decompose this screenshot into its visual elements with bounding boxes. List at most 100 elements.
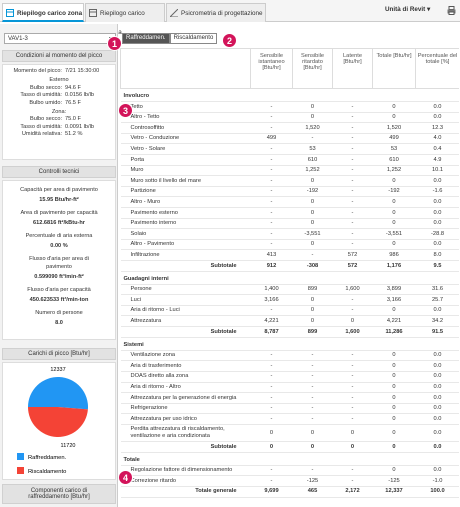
cell: 0 (332, 315, 373, 328)
cell: - (332, 101, 373, 113)
cell: - (332, 392, 373, 404)
data-row: Aria di ritorno - Altro - - -0 0.0 (120, 382, 459, 394)
cell: 0.0 (415, 360, 459, 372)
data-row: Altro - Pavimento -0-0 0.0 (120, 239, 459, 251)
pie-slice (28, 377, 89, 410)
cell: - (250, 112, 293, 124)
cell: 0 (292, 207, 333, 219)
cell: 0.0 (415, 403, 459, 415)
cell: - (332, 465, 373, 477)
tech-label: Percentuale di aria esterna (25, 233, 93, 239)
toggle-button[interactable]: Raffreddamen. (122, 33, 170, 44)
row-label: DOAS diretto alla zona (120, 371, 251, 383)
cell: 11,286 (372, 326, 416, 338)
tab-label: Psicrometria di progettazione (181, 10, 263, 17)
section-header: Condizioni al momento del picco (2, 50, 116, 62)
tab[interactable]: Riepilogo carico zona (2, 3, 84, 22)
cell: 0 (372, 424, 416, 443)
print-icon[interactable] (447, 6, 456, 15)
cell: - (332, 239, 373, 251)
tech-value: 612.6816 ft²/kBtu-hr (33, 220, 85, 226)
group-row: Involucro (120, 88, 459, 103)
cell: 25.7 (415, 294, 459, 306)
cell: 0.4 (415, 143, 459, 156)
cell: 34.2 (415, 315, 459, 328)
cell: - (250, 228, 293, 240)
row-label: Vetro - Conduzione (120, 133, 251, 145)
tab-icon (170, 9, 178, 17)
condition-row: Bulbo secco: 94.6 F (3, 85, 115, 92)
section-header: Carichi di picco [Btu/hr] (2, 348, 116, 360)
cell: 4,221 (372, 315, 416, 328)
cell: - (292, 360, 333, 372)
cell: 1,520 (372, 122, 416, 134)
tech-value: 0.599090 ft³/min-ft² (34, 274, 84, 280)
cell: 0 (250, 424, 293, 443)
tech-item: Flusso d'aria per area di pavimento 0.599… (19, 255, 99, 281)
cell: - (332, 305, 373, 317)
cell: - (250, 465, 293, 477)
cell: -308 (292, 260, 333, 272)
subtotal-row: Subtotale 0 0 0 0 0.0 (120, 441, 459, 453)
cell: - (332, 294, 373, 306)
cell: 0.0 (415, 112, 459, 124)
cell: 499 (372, 133, 416, 145)
subtotal-row: Totale generale 9,699 465 2,172 12,337 100.0 (120, 486, 459, 498)
row-label: Aria di ritorno - Luci (120, 305, 251, 317)
cell: -1.6 (415, 186, 459, 198)
data-row: Muro -1,252-1,252 10.1 (120, 165, 459, 177)
row-label: Refrigerazione (120, 403, 251, 415)
tech-value: 450.623533 ft³/min-ton (29, 297, 89, 303)
cell: - (332, 413, 373, 425)
cell: 413 (250, 249, 293, 261)
row-label: Tetto (120, 101, 251, 113)
tech-item: Area di pavimento per capacità 612.6816 f… (19, 209, 99, 227)
zone-dropdown[interactable]: VAV1-3▾ (4, 33, 116, 44)
subtotal-row: Subtotale 912 -308 572 1,176 9.5 (120, 260, 459, 272)
cell: -125 (292, 475, 333, 487)
column-header: Sensibile istantaneo [Btu/hr] (250, 48, 293, 89)
data-row: Attrezzatura 4,221 0 0 4,221 34.2 (120, 315, 459, 328)
tab[interactable]: Riepilogo carico sistema (85, 3, 165, 36)
cell: 0 (292, 218, 333, 230)
pie-value-label: 12337 (50, 367, 65, 373)
cell: - (292, 392, 333, 404)
units-dropdown[interactable]: Unità di Revit ▾ (385, 6, 431, 13)
subtotal-row: Subtotale 8,787 899 1,600 11,286 91.5 (120, 326, 459, 338)
pie-slice (28, 407, 88, 437)
data-row: Regolazione fattore di dimensionamento - -… (120, 465, 459, 477)
row-label: Pavimento interno (120, 218, 251, 230)
group-title: Guadagni interni (120, 271, 459, 285)
tab[interactable]: Psicrometria di progettazione (166, 3, 266, 22)
cell: - (332, 122, 373, 134)
cell: - (332, 382, 373, 394)
cell: 0.0 (415, 371, 459, 383)
cell: - (292, 249, 333, 261)
data-row: Altro - Muro -0-0 0.0 (120, 196, 459, 209)
cell: - (292, 133, 333, 145)
cell: 91.5 (415, 326, 459, 338)
tech-label: Area di pavimento per capacità (20, 210, 98, 216)
cell: 1,520 (292, 122, 333, 134)
data-row: Controsoffitto -1,520-1,520 12.3 (120, 122, 459, 134)
tech-value: 15.95 Btu/hr-ft² (39, 197, 79, 203)
toggle-button[interactable]: Riscaldamento (169, 33, 218, 44)
column-header: Latente [Btu/hr] (332, 48, 373, 89)
row-label: Attrezzatura (120, 315, 251, 328)
cell: 0 (292, 424, 333, 443)
legend-swatch (17, 467, 24, 474)
row-label: Porta (120, 154, 251, 166)
cell: - (292, 413, 333, 425)
cell: 0 (292, 196, 333, 209)
left-panel: Condizioni al momento del picco Momento d… (0, 24, 118, 507)
header-row: Sensibile istantaneo [Btu/hr] Sensibile r… (120, 48, 459, 89)
data-row: Solaio - -3,551- -3,551 -28.8 (120, 228, 459, 240)
cell: -28.8 (415, 228, 459, 240)
section-header: Controlli tecnici (2, 166, 116, 178)
data-row: Infiltrazione 413-572 986 8.0 (120, 249, 459, 261)
row-label: Vetro - Solare (120, 143, 251, 156)
cell: 0 (372, 441, 416, 453)
row-label: Attrezzatura per la generazione di energ… (120, 392, 251, 404)
data-row: DOAS diretto alla zona - - -0 0.0 (120, 371, 459, 383)
